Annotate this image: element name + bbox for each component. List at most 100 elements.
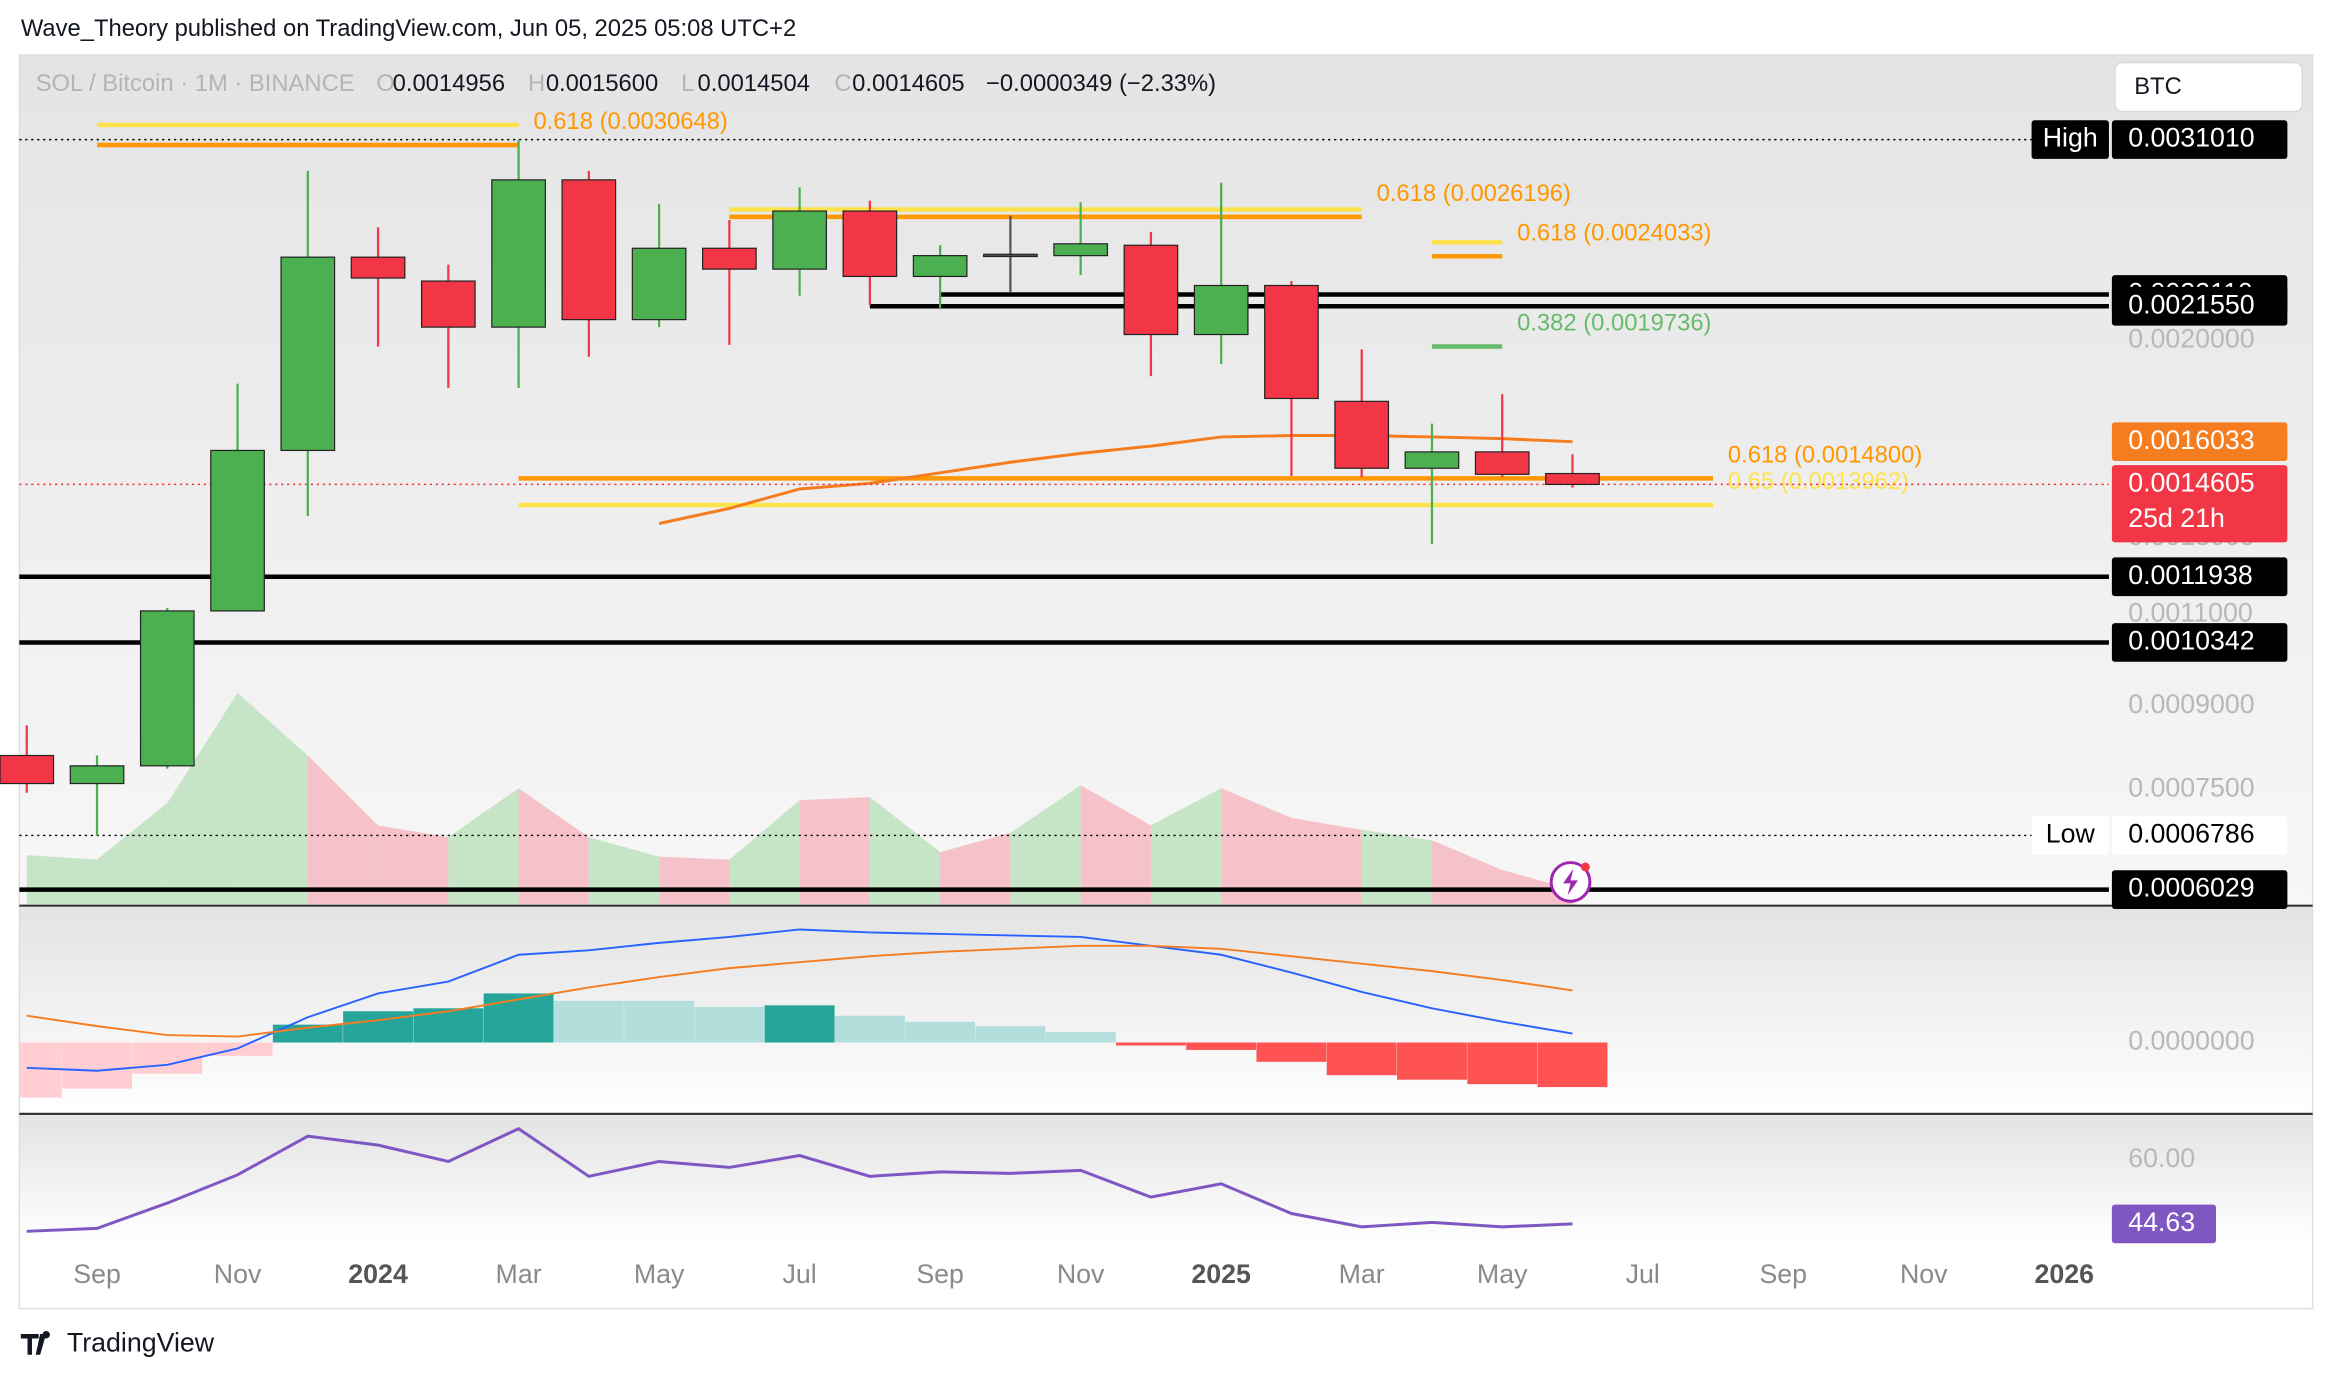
logo-mark — [20, 1331, 50, 1355]
x-tick-label: 2024 — [348, 1259, 408, 1289]
candle-body — [1193, 284, 1249, 336]
macd-bar — [905, 1021, 976, 1043]
area-segment — [1291, 817, 1362, 905]
candle-body — [1053, 243, 1109, 257]
candle-body — [1545, 472, 1600, 486]
icon-dot[interactable] — [1580, 862, 1590, 872]
x-tick-label: Sep — [1759, 1259, 1807, 1289]
macd-bar — [1045, 1032, 1116, 1043]
legend-open: 0.0014956 — [393, 70, 505, 97]
publisher: Wave_Theory published on TradingView.com… — [21, 15, 796, 42]
area-segment — [307, 755, 379, 905]
area-segment — [1221, 788, 1292, 905]
chart-frame — [18, 54, 2314, 1310]
x-tick-label: Nov — [1900, 1259, 1948, 1289]
price-label: 0.0016033 — [2128, 425, 2254, 455]
area-segment — [659, 856, 730, 905]
x-tick-label: May — [634, 1259, 685, 1289]
macd-bar — [1397, 1042, 1467, 1080]
candle-body — [631, 247, 687, 321]
macd-tick-label: 0.0000000 — [2128, 1026, 2254, 1056]
x-tick-label: Mar — [1339, 1259, 1385, 1289]
area-segment — [378, 825, 449, 905]
area-segment — [1010, 785, 1081, 905]
price-label-bg — [2111, 422, 2288, 462]
candle-body — [561, 179, 617, 321]
currency-button[interactable] — [2114, 61, 2303, 113]
price-label-bg — [2111, 286, 2288, 326]
x-tick-label: Jul — [783, 1259, 817, 1289]
macd-bar — [1115, 1042, 1186, 1046]
price-label-bg — [2111, 120, 2288, 159]
area-segment — [26, 855, 98, 905]
macd-bar — [1537, 1042, 1608, 1088]
currency[interactable]: BTC — [2134, 73, 2182, 100]
fib-label: 0.382 (0.0019736) — [1517, 310, 1711, 337]
icon-bolt[interactable] — [1563, 868, 1578, 896]
price-tag-bg — [2031, 120, 2109, 159]
candle-body — [842, 210, 898, 278]
x-tick-label: May — [1477, 1259, 1528, 1289]
price-tag-bg — [2031, 816, 2109, 855]
price-label: 0.0010342 — [2128, 626, 2254, 656]
legend-change: −0.0000349 (−2.33%) — [986, 70, 1216, 97]
macd-bar — [343, 1011, 414, 1043]
area-segment — [97, 803, 168, 905]
price-label-bg — [2111, 623, 2288, 662]
candle-body — [420, 280, 476, 328]
x-tick-label: Nov — [214, 1259, 262, 1289]
x-tick-label: Sep — [73, 1259, 121, 1289]
macd-bar — [694, 1006, 765, 1043]
macd-pane — [19, 907, 2313, 1113]
area-segment — [1150, 788, 1222, 905]
candle-body — [772, 210, 827, 270]
x-tick-label: Nov — [1057, 1259, 1105, 1289]
moving-average — [658, 434, 1573, 525]
candle-body — [1404, 451, 1460, 469]
signal-line — [26, 944, 1573, 1038]
countdown: 25d 21h — [2128, 503, 2225, 533]
macd-line — [26, 928, 1573, 1072]
candle-body — [210, 449, 265, 612]
macd-bar — [1186, 1042, 1257, 1050]
price-label: 0.0014605 — [2128, 467, 2254, 497]
fib-label: 0.618 (0.0030648) — [533, 108, 727, 135]
candle-body — [1474, 451, 1530, 475]
replay-icon[interactable] — [1549, 861, 1592, 903]
price-label-bg — [2111, 465, 2288, 543]
area-segment — [518, 788, 589, 905]
legend-key: C — [834, 70, 851, 97]
legend-close: 0.0014605 — [852, 70, 964, 97]
legend-key: H — [528, 70, 545, 97]
macd-bar — [1256, 1042, 1327, 1062]
y-tick-label: 0.0009000 — [2128, 689, 2254, 719]
brand: TradingView — [67, 1327, 215, 1357]
macd-bar — [834, 1015, 905, 1043]
candle-body — [491, 179, 546, 328]
x-tick-label: 2025 — [1191, 1259, 1251, 1289]
x-tick-label: Mar — [496, 1259, 542, 1289]
price-label: 0.0011938 — [2128, 560, 2252, 590]
rsi-line — [26, 1127, 1573, 1233]
legend-high: 0.0015600 — [546, 70, 658, 97]
fib-label: 0.65 (0.0013962) — [1728, 468, 1909, 495]
macd-bar — [975, 1026, 1046, 1043]
price-label-bg — [2111, 816, 2288, 855]
price-label-bg — [2111, 870, 2288, 909]
legend-low: 0.0014504 — [698, 70, 810, 97]
macd-bar — [553, 1000, 624, 1043]
candle-body — [280, 256, 336, 452]
macd-bar — [1467, 1042, 1538, 1085]
area-segment — [729, 800, 800, 905]
x-tick-label: Sep — [916, 1259, 964, 1289]
price-label: 0.0021550 — [2128, 289, 2254, 319]
price-label: 0.0006029 — [2128, 873, 2254, 903]
candle-body — [983, 253, 1038, 258]
candle-body — [1334, 400, 1390, 469]
macd-bar — [764, 1005, 835, 1043]
candle-body — [69, 765, 125, 785]
candle-body — [0, 754, 55, 785]
fib-label: 0.618 (0.0014800) — [1728, 441, 1922, 468]
area-segment — [1361, 829, 1432, 905]
